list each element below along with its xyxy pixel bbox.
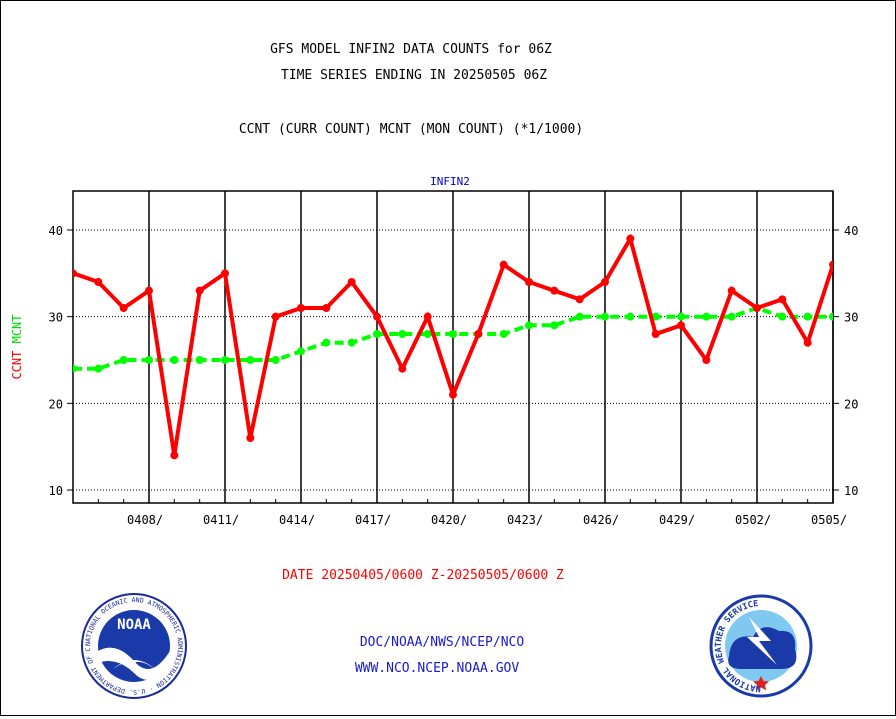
y-axis-label: CCNT MCNT [10,314,24,379]
y-tick-label-left: 30 [49,311,63,325]
y-tick-label-right: 10 [844,484,858,498]
x-tick-label: 0426/ [583,513,619,527]
data-point-mcnt [626,312,635,321]
data-point-mcnt [246,356,255,364]
y-axis-label-ccnt: CCNT [10,351,24,380]
data-point-ccnt [803,338,812,347]
plot-grid [67,191,839,503]
data-point-mcnt [702,312,711,321]
data-point-mcnt [322,338,331,347]
data-point-mcnt [550,321,559,330]
x-tick-label: 0423/ [507,513,543,527]
x-tick-label: 0420/ [431,513,467,527]
noaa-ring-text: NATIONAL OCEANIC AND ATMOSPHERIC ADMINIS… [1,30,184,696]
data-point-ccnt [449,390,457,399]
data-point-ccnt [601,278,609,286]
data-point-mcnt [601,312,609,321]
data-point-ccnt [246,434,255,442]
noaa-logo-text: NOAA [117,617,151,633]
x-tick-label: 0502/ [735,513,771,527]
data-point-ccnt [550,286,559,295]
x-tick-label: 0408/ [127,513,163,527]
data-point-ccnt [94,278,103,286]
chart-title-line2: TIME SERIES ENDING IN 20250505 06Z [281,68,547,83]
data-point-ccnt [575,295,584,304]
data-point-mcnt [727,312,736,321]
data-point-mcnt [145,356,153,364]
y-tick-label-left: 10 [49,484,63,498]
y-tick-label-right: 20 [844,397,858,411]
data-point-mcnt [297,347,305,356]
data-point-mcnt [449,330,457,338]
data-point-mcnt [423,330,432,338]
data-point-ccnt [753,304,761,312]
data-point-mcnt [525,321,533,330]
x-tick-label: 0417/ [355,513,391,527]
data-point-ccnt [778,295,787,304]
data-point-ccnt [170,451,179,460]
data-point-ccnt [271,312,280,321]
data-point-ccnt [398,364,407,373]
data-point-ccnt [474,330,483,338]
data-point-ccnt [195,286,204,295]
data-point-ccnt [373,312,381,321]
data-point-ccnt [499,260,508,269]
data-point-mcnt [94,364,103,373]
data-point-mcnt [373,330,381,338]
data-point-mcnt [499,330,508,338]
data-point-mcnt [170,356,179,364]
data-point-mcnt [195,356,204,364]
data-point-mcnt [398,330,407,338]
data-point-mcnt [347,338,356,347]
data-point-ccnt [702,356,711,364]
plot-frame [72,190,834,504]
data-point-mcnt [829,312,833,321]
data-point-mcnt [778,312,787,321]
data-point-mcnt [73,364,77,373]
series-ccnt [73,233,833,460]
data-point-ccnt [651,330,660,338]
y-tick-label-left: 20 [49,397,63,411]
data-point-mcnt [575,312,584,321]
nws-logo: NATIONAL WEATHER SERVICE [709,594,813,698]
data-point-ccnt [73,269,77,278]
chart-subtitle: CCNT (CURR COUNT) MCNT (MON COUNT) (*1/1… [239,122,583,137]
y-tick-label-right: 40 [844,224,858,238]
x-tick-label: 0411/ [203,513,239,527]
data-point-ccnt [347,278,356,286]
data-point-mcnt [271,356,280,364]
y-axis-label-mcnt: MCNT [10,314,24,343]
y-tick-label-right: 30 [844,311,858,325]
footer-line2: WWW.NCO.NCEP.NOAA.GOV [355,661,520,676]
x-tick-label: 0414/ [279,513,315,527]
plot-title: INFIN2 [430,175,470,188]
data-point-mcnt [119,356,128,364]
data-point-ccnt [525,278,533,286]
x-tick-label: 0429/ [659,513,695,527]
data-point-ccnt [297,304,305,312]
x-tick-labels: 0408/0411/0414/0417/0420/0423/0426/0429/… [127,513,847,527]
data-point-ccnt [119,304,128,312]
data-point-mcnt [803,312,812,321]
y-tick-labels: 10 10 20 20 30 30 40 40 [49,224,859,498]
x-axis-label: DATE 20250405/0600 Z-20250505/0600 Z [282,568,564,583]
footer-line1: DOC/NOAA/NWS/NCEP/NCO [360,635,525,650]
y-tick-label-left: 40 [49,224,63,238]
data-point-mcnt [677,312,685,321]
data-point-ccnt [626,234,635,243]
data-point-ccnt [677,321,685,330]
data-point-ccnt [727,286,736,295]
series-layer [73,233,833,460]
data-point-ccnt [829,260,833,269]
data-point-ccnt [322,304,331,312]
data-point-ccnt [423,312,432,321]
x-tick-label: 0505/ [811,513,847,527]
data-point-ccnt [221,269,229,278]
chart-title-line1: GFS MODEL INFIN2 DATA COUNTS for 06Z [270,42,552,57]
data-point-ccnt [145,286,153,295]
data-point-mcnt [221,356,229,364]
